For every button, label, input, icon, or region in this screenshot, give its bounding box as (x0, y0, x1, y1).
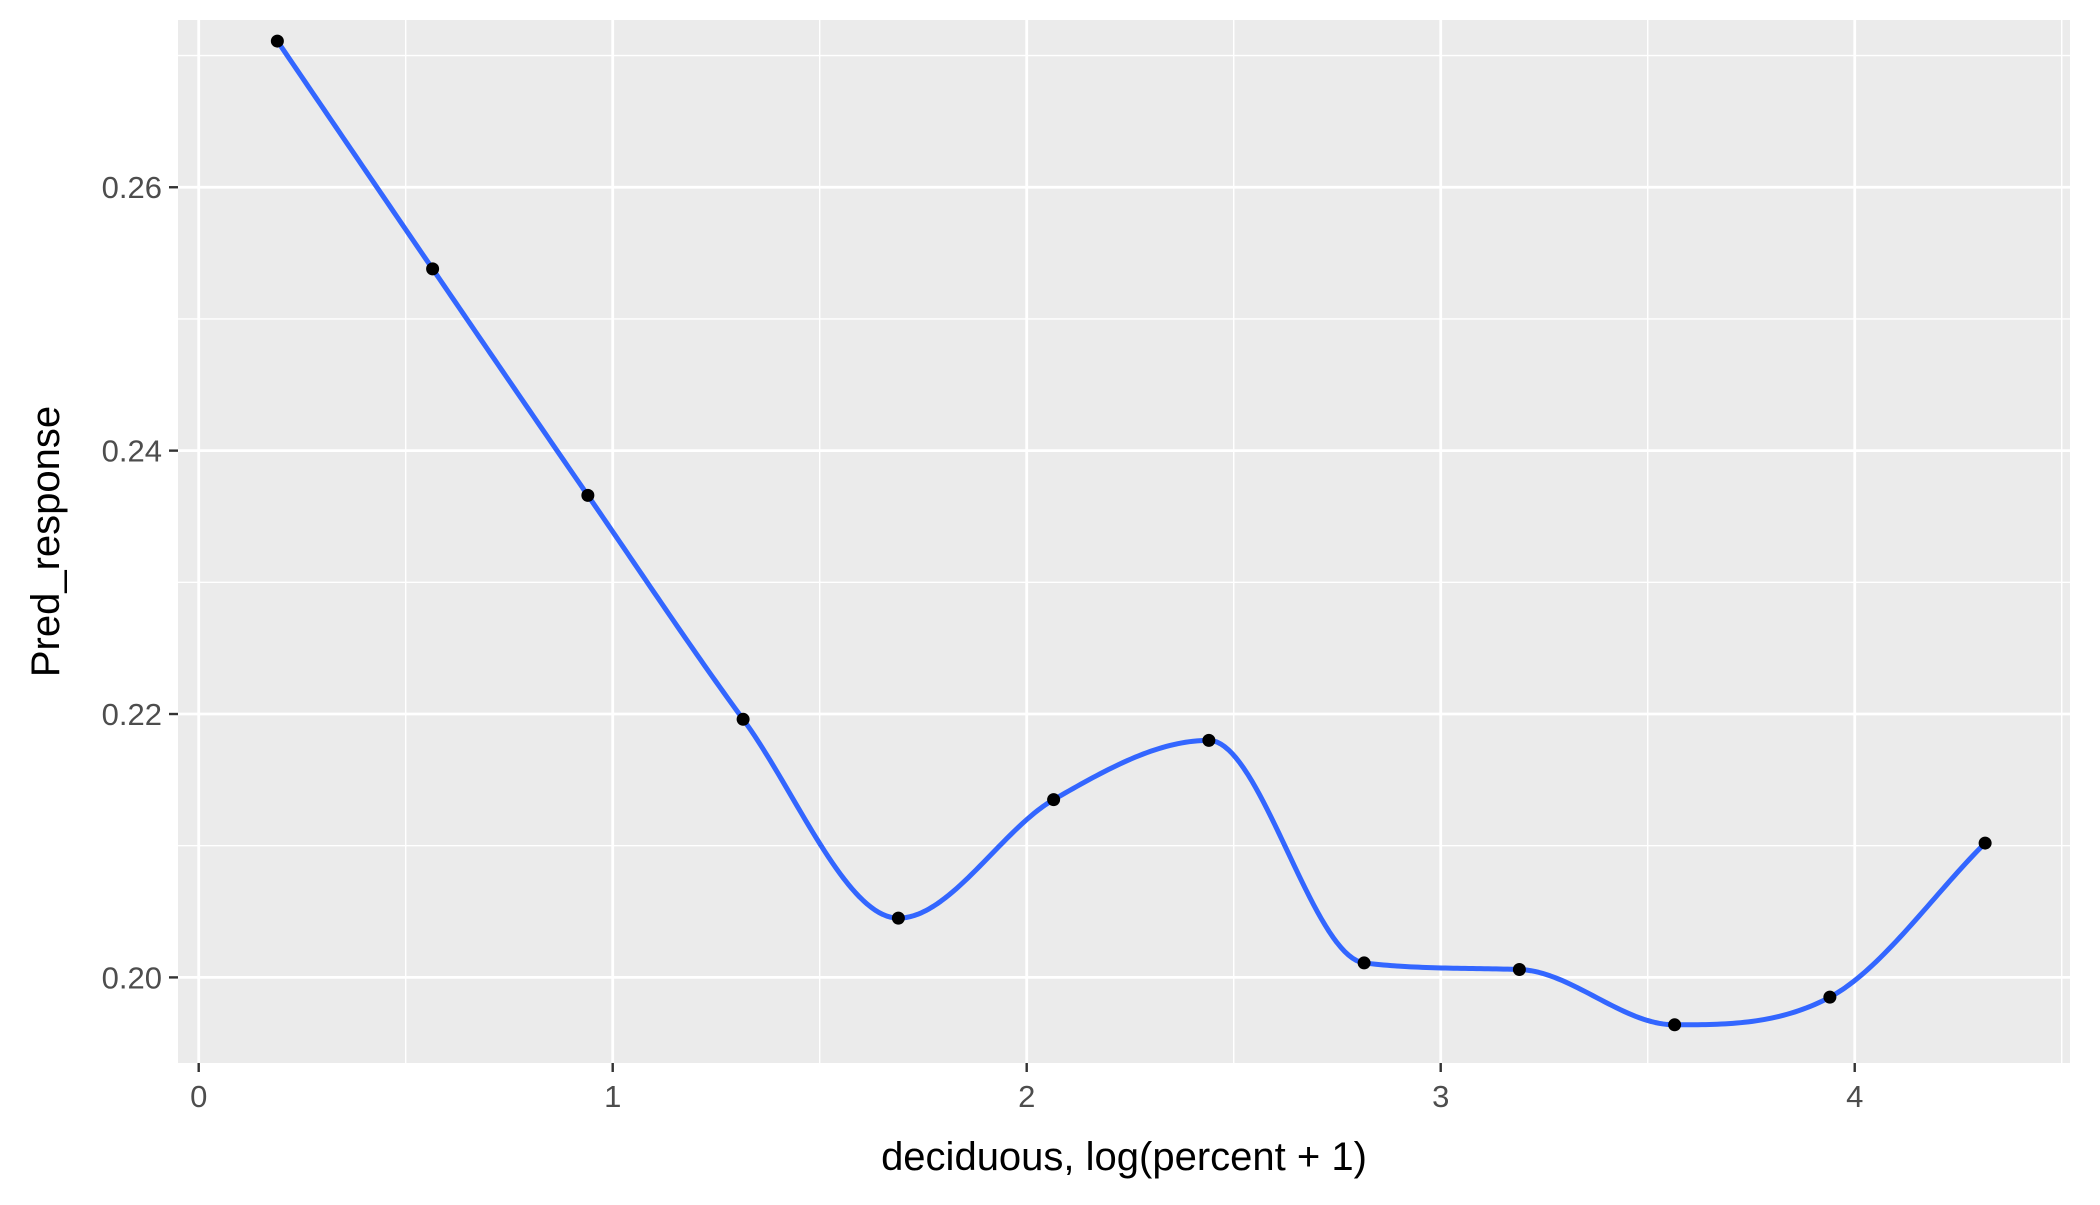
x-axis: 0 1 2 3 4 (190, 1063, 1863, 1114)
x-tick-label: 0 (190, 1079, 207, 1114)
y-axis: 0.20 0.22 0.24 0.26 (102, 170, 178, 995)
y-tick-label: 0.20 (102, 960, 162, 995)
y-axis-title: Pred_response (24, 406, 68, 677)
plot-panel (178, 20, 2070, 1063)
minor-gridlines-y (178, 54, 2070, 847)
x-tick-label: 1 (604, 1079, 621, 1114)
major-gridlines-y (178, 185, 2070, 979)
data-point (1978, 836, 1992, 850)
y-tick-label: 0.22 (102, 697, 162, 732)
data-point (426, 262, 440, 276)
smooth-curve-line (274, 38, 1988, 1028)
y-tick-label: 0.24 (102, 434, 162, 469)
data-point (736, 712, 750, 726)
data-point (1047, 793, 1061, 807)
data-point (270, 34, 284, 48)
data-point (1823, 990, 1837, 1004)
minor-gridlines-x (405, 20, 2063, 1063)
y-tick-label: 0.26 (102, 170, 162, 205)
series-points-group (270, 34, 1992, 1032)
data-point (581, 488, 595, 502)
series-line-group (274, 38, 1988, 1028)
data-point (891, 911, 905, 925)
data-point (1357, 956, 1371, 970)
major-gridlines-x (197, 20, 1857, 1063)
x-tick-label: 3 (1432, 1079, 1449, 1114)
x-axis-title: deciduous, log(percent + 1) (881, 1135, 1367, 1179)
data-point (1668, 1018, 1682, 1032)
x-tick-label: 4 (1846, 1079, 1863, 1114)
data-point (1202, 733, 1216, 747)
x-tick-label: 2 (1018, 1079, 1035, 1114)
data-point (1512, 962, 1526, 976)
